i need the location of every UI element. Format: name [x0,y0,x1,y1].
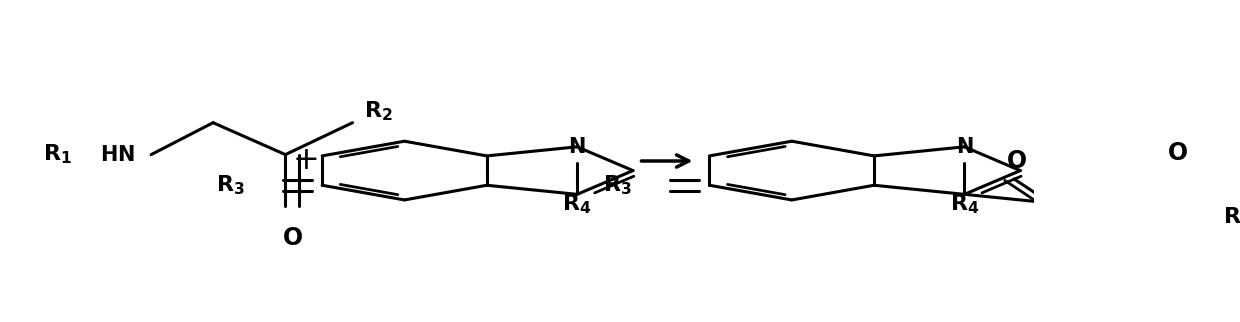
Text: $\mathbf{HN}$: $\mathbf{HN}$ [99,145,134,165]
Text: $\mathbf{R_3}$: $\mathbf{R_3}$ [216,174,244,197]
Text: O: O [283,226,303,250]
Text: O: O [1007,149,1027,174]
Text: $\mathbf{R_3}$: $\mathbf{R_3}$ [603,174,632,197]
Text: +: + [293,146,320,176]
Text: O: O [1168,141,1188,166]
Text: $\mathbf{R_2}$: $\mathbf{R_2}$ [1223,206,1240,230]
Text: $\mathbf{R_1}$: $\mathbf{R_1}$ [42,143,72,166]
Text: N: N [956,137,973,157]
Text: N: N [568,137,585,157]
Text: $\mathbf{R_2}$: $\mathbf{R_2}$ [363,100,393,123]
Text: $\mathbf{R_4}$: $\mathbf{R_4}$ [950,193,980,216]
Text: $\mathbf{R_4}$: $\mathbf{R_4}$ [563,193,591,216]
